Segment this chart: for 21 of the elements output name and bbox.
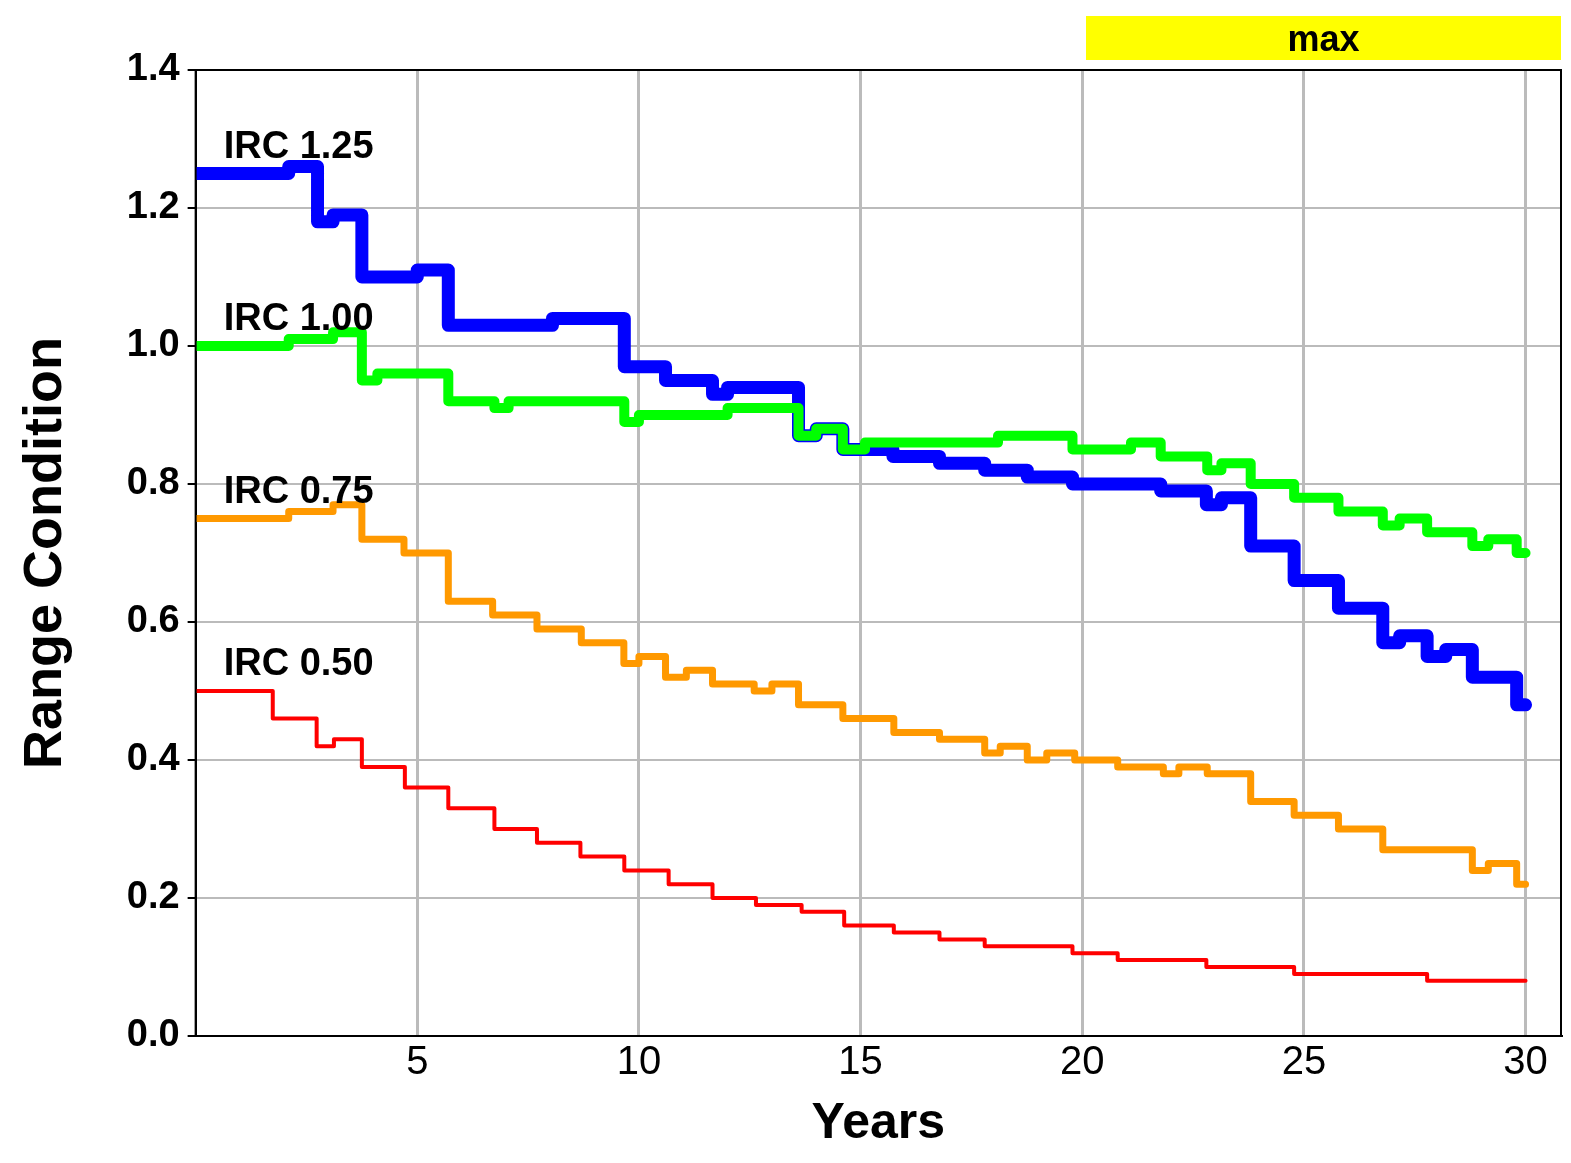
y-tick-label: 1.2 bbox=[126, 184, 180, 227]
series-label: IRC 1.25 bbox=[223, 123, 374, 166]
x-tick-label: 25 bbox=[1281, 1038, 1327, 1083]
x-tick-label: 10 bbox=[616, 1038, 662, 1083]
y-tick-label: 0.0 bbox=[126, 1012, 180, 1055]
y-tick-label: 1.4 bbox=[126, 46, 180, 89]
y-axis-title: Range Condition bbox=[12, 337, 73, 769]
x-axis-title: Years bbox=[811, 1092, 946, 1149]
text: max bbox=[1287, 18, 1360, 59]
y-tick-label: 0.4 bbox=[126, 736, 180, 779]
y-tick-label: 0.8 bbox=[126, 460, 180, 503]
y-tick-label: 0.6 bbox=[126, 598, 180, 641]
x-tick-label: 15 bbox=[838, 1038, 883, 1083]
y-tick-label: 1.0 bbox=[126, 322, 180, 365]
series-label: IRC 0.75 bbox=[223, 468, 374, 511]
series-label: IRC 1.00 bbox=[223, 296, 374, 338]
x-tick-label: 20 bbox=[1059, 1038, 1105, 1083]
series-label: IRC 0.50 bbox=[223, 641, 374, 683]
x-tick-label: 5 bbox=[406, 1038, 429, 1083]
y-tick-label: 0.2 bbox=[126, 874, 180, 917]
x-tick-label: 30 bbox=[1503, 1038, 1548, 1083]
